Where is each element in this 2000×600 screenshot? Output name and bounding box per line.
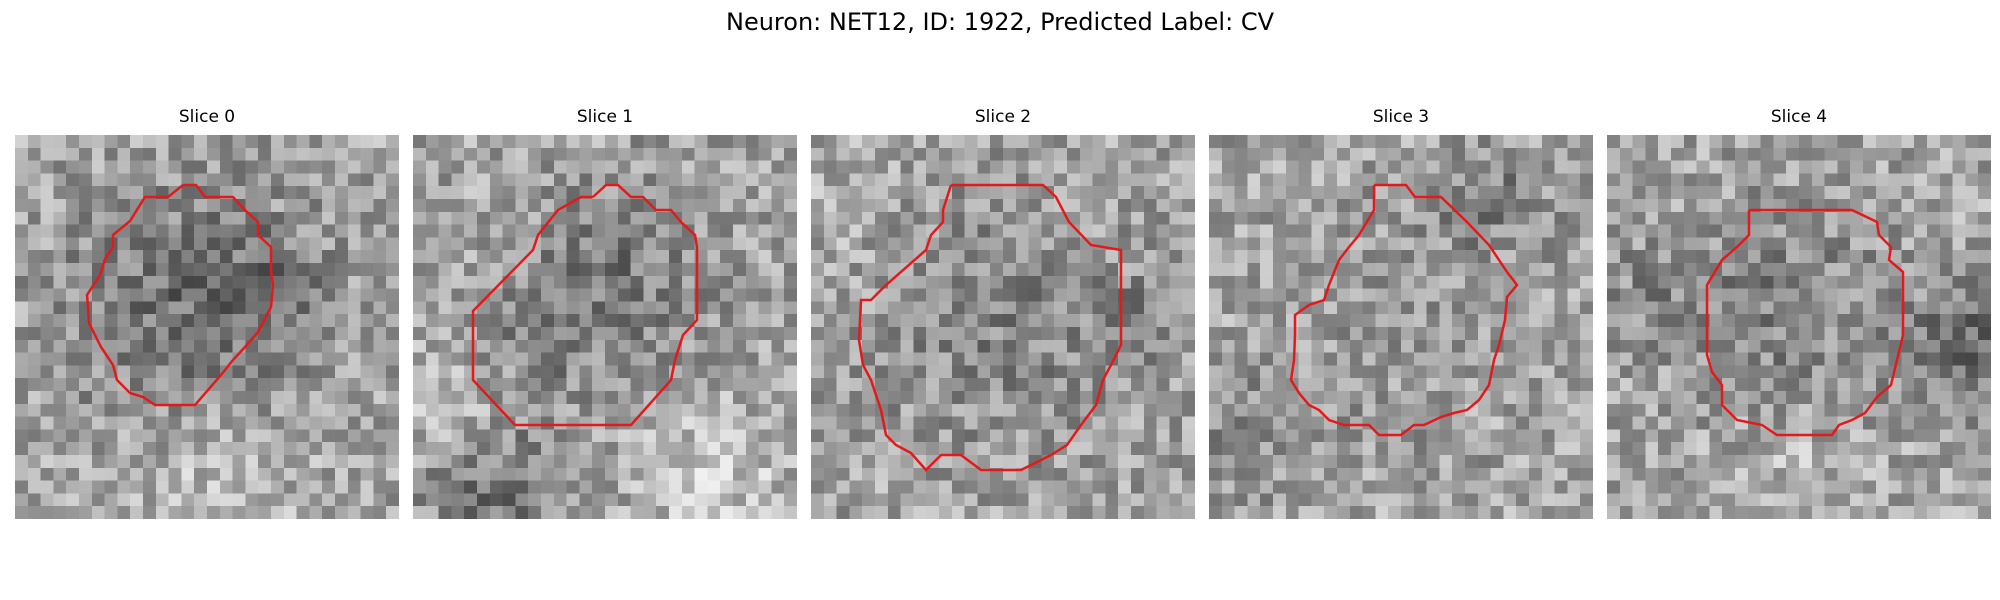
slice-image: [1607, 135, 1991, 519]
grayscale-image: [1209, 135, 1593, 519]
slice-panel-4: Slice 4: [1607, 105, 1991, 519]
roi-contour: [85, 183, 275, 407]
roi-contour: [1705, 208, 1905, 437]
slice-image: [811, 135, 1195, 519]
slice-image: [15, 135, 399, 519]
slice-image: [1209, 135, 1593, 519]
slice-panel-0: Slice 0: [15, 105, 399, 519]
slice-panel-1: Slice 1: [413, 105, 797, 519]
slice-title: Slice 4: [1770, 107, 1828, 127]
slice-image: [413, 135, 797, 519]
slice-panel-3: Slice 3: [1209, 105, 1593, 519]
figure-title: Neuron: NET12, ID: 1922, Predicted Label…: [726, 8, 1274, 36]
roi-contour: [471, 183, 699, 427]
slice-title: Slice 3: [1372, 107, 1430, 127]
grayscale-image: [15, 135, 399, 519]
roi-contour: [1289, 183, 1519, 437]
grayscale-image: [1607, 135, 1991, 519]
slice-title: Slice 2: [974, 107, 1032, 127]
slice-title: Slice 0: [178, 107, 236, 127]
slice-title: Slice 1: [576, 107, 634, 127]
roi-contour: [857, 183, 1123, 472]
grayscale-image: [811, 135, 1195, 519]
grayscale-image: [413, 135, 797, 519]
slice-panel-2: Slice 2: [811, 105, 1195, 519]
